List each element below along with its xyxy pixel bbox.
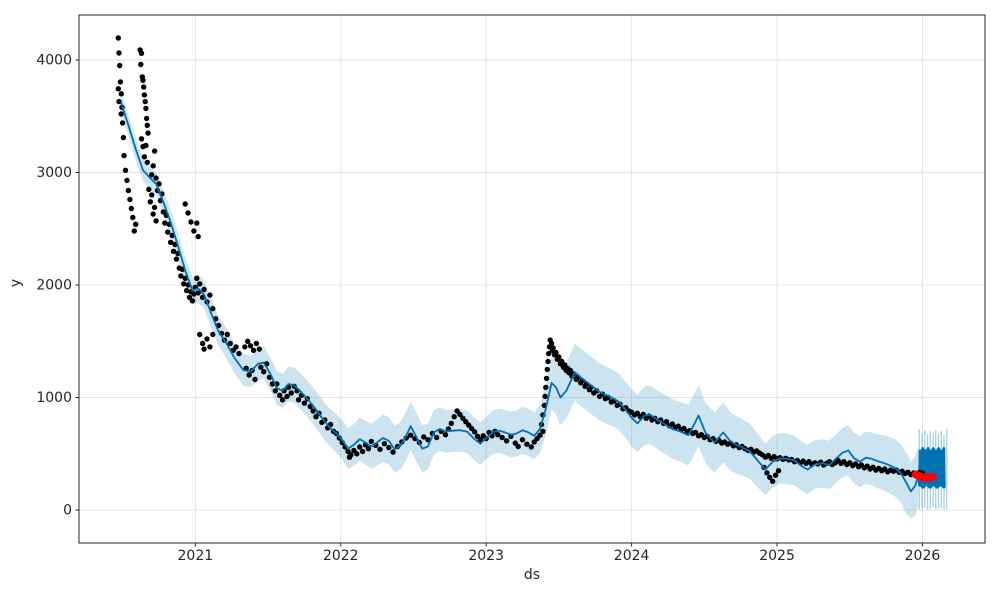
y-tick-label: 1000	[36, 390, 72, 406]
y-tick-label: 0	[63, 503, 72, 519]
forecast-line	[120, 101, 919, 493]
x-tick-label: 2022	[323, 548, 359, 564]
x-axis-label: ds	[524, 567, 540, 583]
x-tick-label: 2023	[468, 548, 504, 564]
y-tick-label: 4000	[36, 53, 72, 69]
y-tick-label: 3000	[36, 165, 72, 181]
plot-background	[79, 15, 985, 543]
axes: 2021 2022 2023 2024 2025 2026 0 1000 2000 3000 400…	[36, 14, 986, 564]
y-tick-label: 2000	[36, 278, 72, 294]
x-tick-label: 2025	[759, 548, 795, 564]
y-axis-label: y	[8, 279, 24, 287]
x-tick-label: 2026	[905, 548, 941, 564]
grid	[79, 15, 985, 543]
x-tick-label: 2024	[614, 548, 650, 564]
forecast-oscillation	[917, 446, 946, 489]
trend-red-segment	[911, 470, 937, 482]
x-tick-label: 2021	[178, 548, 214, 564]
